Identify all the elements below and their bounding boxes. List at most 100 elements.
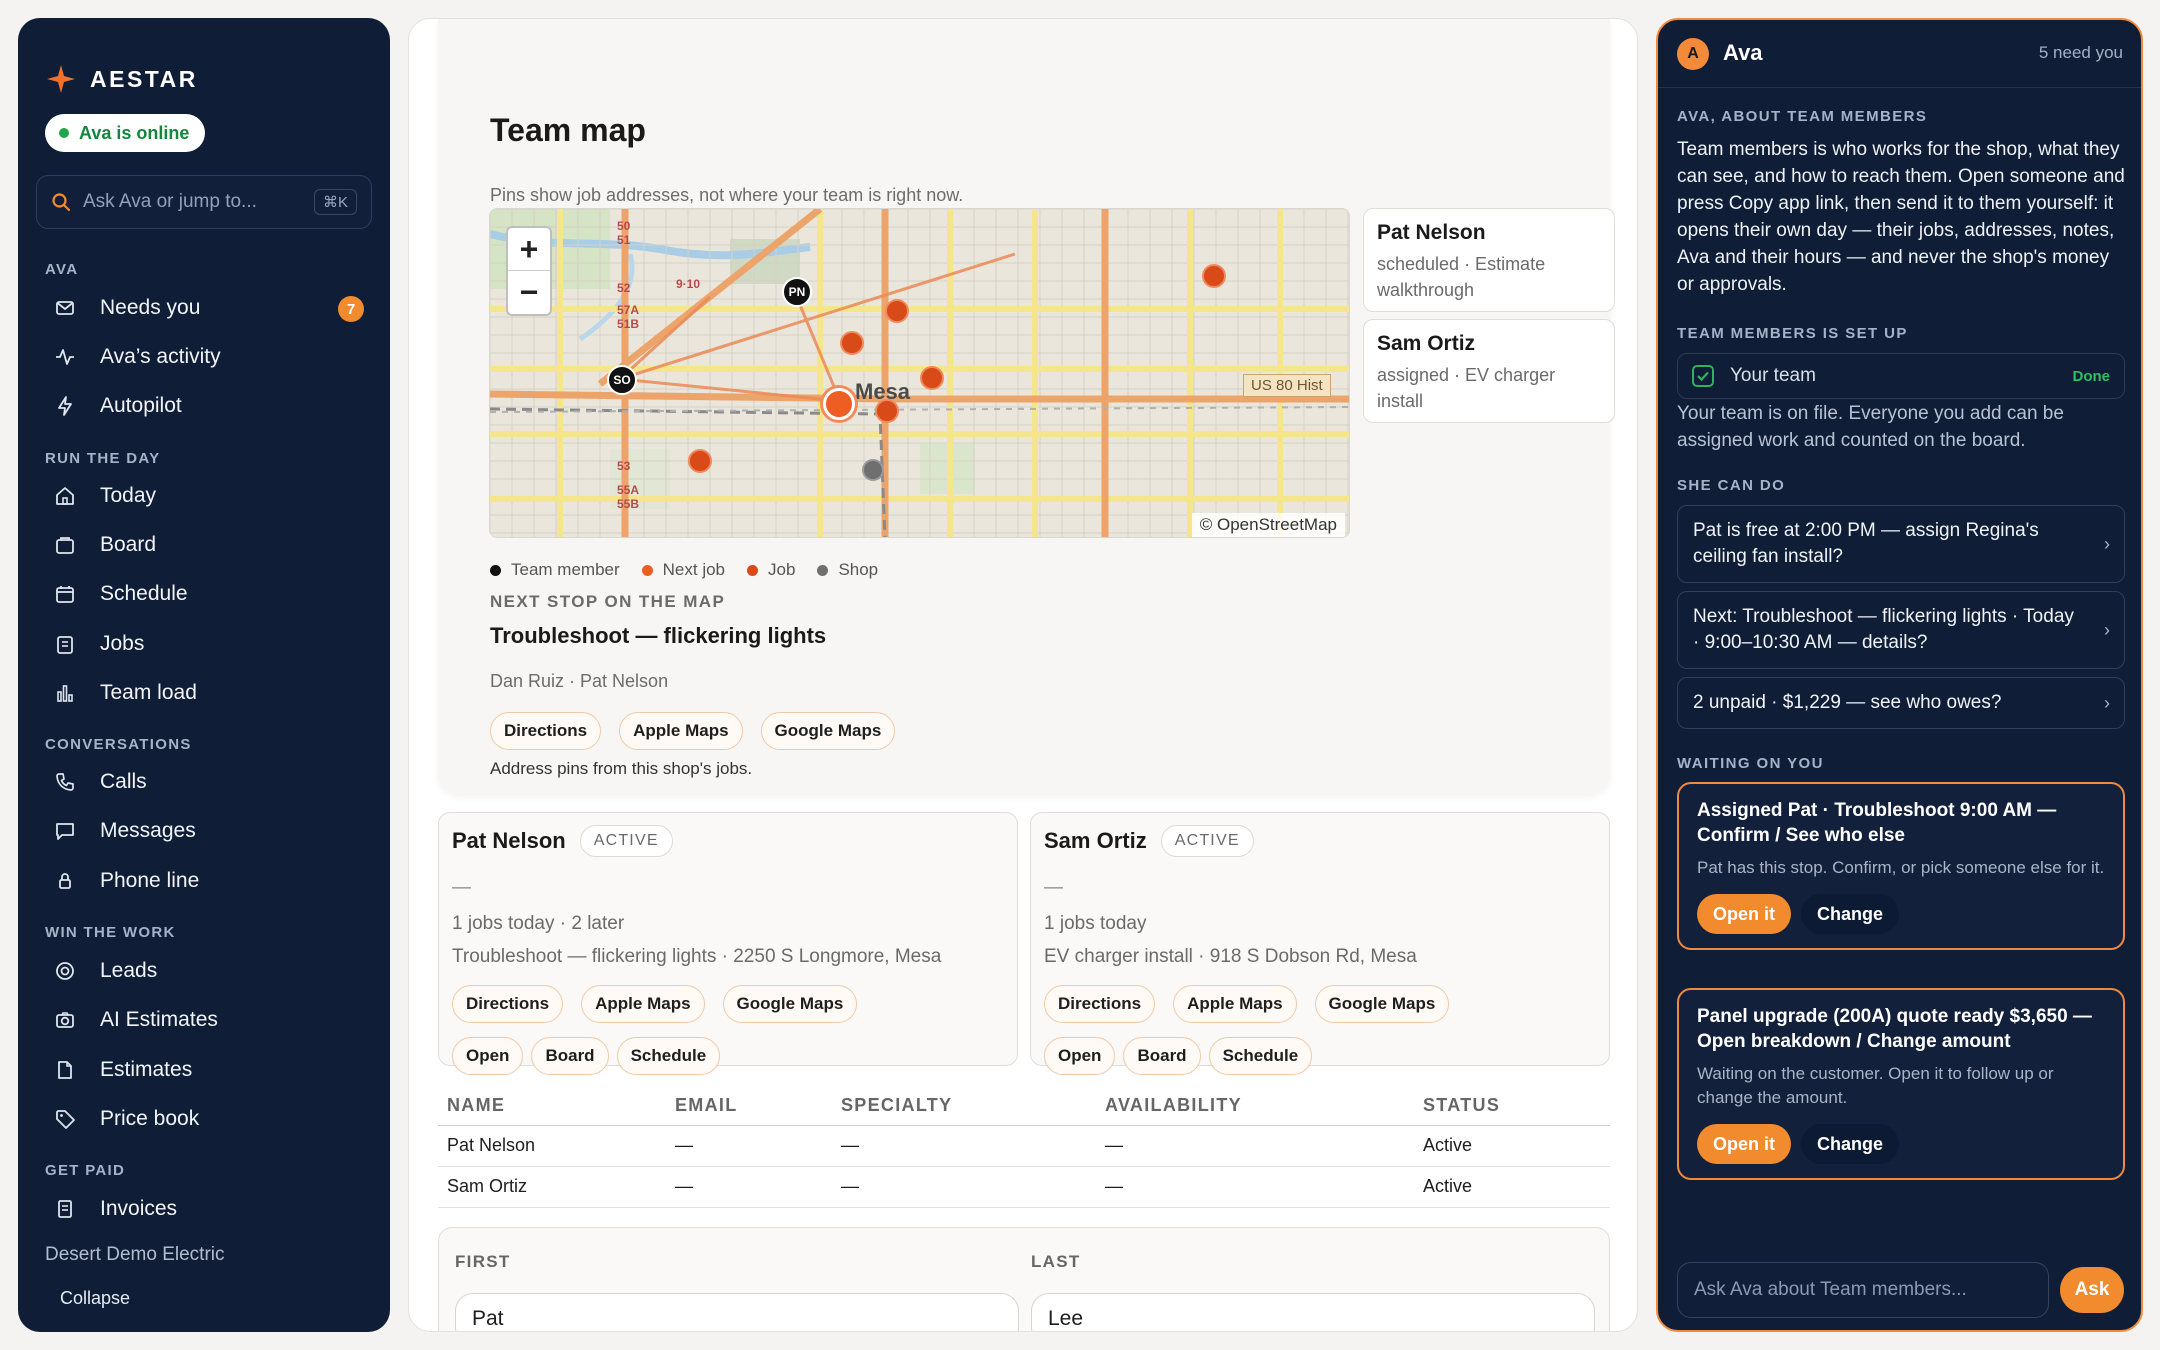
collapse-button[interactable]: Collapse <box>60 1288 131 1308</box>
board-button[interactable]: Board <box>531 1037 609 1075</box>
sidebar-item-calls[interactable]: Calls <box>36 762 372 802</box>
sidebar-item-schedule[interactable]: Schedule <box>36 574 372 614</box>
sidebar-item-jobs[interactable]: Jobs <box>36 624 372 664</box>
address-note: Address pins from this shop's jobs. <box>490 759 753 778</box>
waiting-title: Assigned Pat · Troubleshoot 9:00 AM — Co… <box>1697 800 2057 846</box>
apple-maps-button[interactable]: Apple Maps <box>619 712 743 750</box>
table-row[interactable]: Pat Nelson — — — Active <box>438 1125 1610 1167</box>
action-text: Pat is free at 2:00 PM — assign Regina's… <box>1693 520 2039 567</box>
waiting-card: Panel upgrade (200A) quote ready $3,650 … <box>1677 988 2125 1180</box>
sidebar-item-invoices[interactable]: Invoices <box>36 1189 372 1229</box>
schedule-button[interactable]: Schedule <box>616 1037 721 1075</box>
map-pin-job[interactable] <box>875 399 899 423</box>
action-text: Next: Troubleshoot — flickering lights ·… <box>1693 606 2074 653</box>
map-person-card[interactable]: Sam Ortiz assigned · EV charger install <box>1363 319 1615 423</box>
google-maps-button[interactable]: Google Maps <box>760 712 896 750</box>
map-pin-job[interactable] <box>920 366 944 390</box>
table-row[interactable]: Sam Ortiz — — — Active <box>438 1166 1610 1208</box>
map-pin-next-job[interactable] <box>823 388 855 420</box>
board-button[interactable]: Board <box>1123 1037 1201 1075</box>
member-card: Sam Ortiz ACTIVE — 1 jobs today EV charg… <box>1030 812 1610 1075</box>
sidebar-item-ai-estimates[interactable]: AI Estimates <box>36 1000 372 1040</box>
legend-item: Job <box>747 560 795 580</box>
waiting-label: WAITING ON YOU <box>1677 755 1824 772</box>
team-map[interactable]: + − Mesa 50 51 52 57A 51B 9·10 53 55A 55… <box>489 208 1350 538</box>
waiting-description: Waiting on the customer. Open it to foll… <box>1697 1064 2054 1107</box>
change-button[interactable]: Change <box>1801 1124 1900 1164</box>
column-header[interactable]: SPECIALTY <box>832 1087 1096 1126</box>
setup-note: Your team is on file. Everyone you add c… <box>1677 403 2064 451</box>
home-icon <box>56 487 74 505</box>
column-header[interactable]: STATUS <box>1414 1087 1610 1126</box>
highway-sign: US 80 Hist <box>1243 374 1331 397</box>
next-stop-title: Troubleshoot — flickering lights <box>490 623 827 648</box>
setup-item[interactable]: Your team Done <box>1677 353 2125 399</box>
directions-button[interactable]: Directions <box>452 985 564 1023</box>
suggested-action[interactable]: Next: Troubleshoot — flickering lights ·… <box>1677 591 2125 669</box>
ask-button[interactable]: Ask <box>2060 1267 2124 1313</box>
google-maps-button[interactable]: Google Maps <box>722 985 858 1023</box>
lock-icon <box>59 873 71 889</box>
suggested-action[interactable]: Pat is free at 2:00 PM — assign Regina's… <box>1677 505 2125 583</box>
sidebar-item-messages[interactable]: Messages <box>36 811 372 851</box>
open-button[interactable]: Open <box>1044 1037 1116 1075</box>
table-cell: — <box>832 1166 1096 1208</box>
sidebar-item-activity[interactable]: Ava’s activity <box>36 337 372 377</box>
page-title: Team map <box>490 112 646 148</box>
status-badge: Ava is online <box>45 114 206 152</box>
table-cell: Pat Nelson <box>438 1125 666 1167</box>
sidebar-item-team-load[interactable]: Team load <box>36 673 372 713</box>
map-pin-job[interactable] <box>885 299 909 323</box>
first-name-field[interactable] <box>455 1293 1019 1331</box>
sidebar-item-board[interactable]: Board <box>36 525 372 565</box>
column-header[interactable]: AVAILABILITY <box>1096 1087 1414 1126</box>
map-pin-team-member[interactable]: PN <box>782 277 812 307</box>
sidebar-item-label: Needs you <box>100 296 201 319</box>
sidebar-item-today[interactable]: Today <box>36 476 372 516</box>
column-header[interactable]: EMAIL <box>666 1087 832 1126</box>
suggested-action[interactable]: 2 unpaid · $1,229 — see who owes? › <box>1677 677 2125 729</box>
map-pin-shop[interactable] <box>862 459 884 481</box>
map-pin-team-member[interactable]: SO <box>607 365 637 395</box>
change-button[interactable]: Change <box>1801 894 1900 934</box>
map-attribution[interactable]: © OpenStreetMap <box>1191 513 1345 537</box>
map-pin-job[interactable] <box>688 449 712 473</box>
apple-maps-button[interactable]: Apple Maps <box>581 985 705 1023</box>
legend-label: Job <box>768 560 796 579</box>
apple-maps-button[interactable]: Apple Maps <box>1173 985 1297 1023</box>
legend-label: Next job <box>662 560 726 579</box>
last-name-field[interactable] <box>1031 1293 1595 1331</box>
team-map-card: Team map Pins show job addresses, not wh… <box>438 19 1615 794</box>
search-input[interactable]: Ask Ava or jump to... ⌘K <box>36 175 372 229</box>
section-run-the-day: RUN THE DAY <box>45 450 161 467</box>
map-pin-job[interactable] <box>1202 264 1226 288</box>
zoom-control: + − <box>506 226 552 316</box>
map-pin-job[interactable] <box>840 331 864 355</box>
open-it-button[interactable]: Open it <box>1697 1124 1791 1164</box>
person-detail: scheduled · Estimate walkthrough <box>1377 254 1546 300</box>
open-button[interactable]: Open <box>452 1037 524 1075</box>
google-maps-button[interactable]: Google Maps <box>1314 985 1450 1023</box>
sidebar-item-autopilot[interactable]: Autopilot <box>36 386 372 426</box>
sidebar-item-needs-you[interactable]: Needs you 7 <box>36 288 372 328</box>
sidebar-item-estimates[interactable]: Estimates <box>36 1050 372 1090</box>
member-map-actions: Directions Apple Maps Google Maps <box>452 985 875 1023</box>
open-it-button[interactable]: Open it <box>1697 894 1791 934</box>
sidebar-item-phone-line[interactable]: Phone line <box>36 861 372 901</box>
map-person-card[interactable]: Pat Nelson scheduled · Estimate walkthro… <box>1363 208 1615 312</box>
zoom-out-button[interactable]: − <box>519 274 539 310</box>
ask-ava-input[interactable]: Ask Ava about Team members... <box>1677 1262 2049 1318</box>
need-count[interactable]: 5 need you <box>2038 43 2123 62</box>
brand[interactable]: AESTAR <box>46 62 198 96</box>
zoom-in-button[interactable]: + <box>508 228 550 271</box>
road-number: 52 <box>617 281 631 295</box>
directions-button[interactable]: Directions <box>490 712 602 750</box>
column-header[interactable]: NAME <box>438 1087 666 1126</box>
sidebar-item-label: Messages <box>100 819 196 842</box>
sidebar-item-price-book[interactable]: Price book <box>36 1099 372 1139</box>
sidebar-item-label: Invoices <box>100 1197 178 1220</box>
sidebar-item-leads[interactable]: Leads <box>36 951 372 991</box>
waiting-actions: Open it Change <box>1697 1124 2105 1164</box>
schedule-button[interactable]: Schedule <box>1208 1037 1313 1075</box>
directions-button[interactable]: Directions <box>1044 985 1156 1023</box>
